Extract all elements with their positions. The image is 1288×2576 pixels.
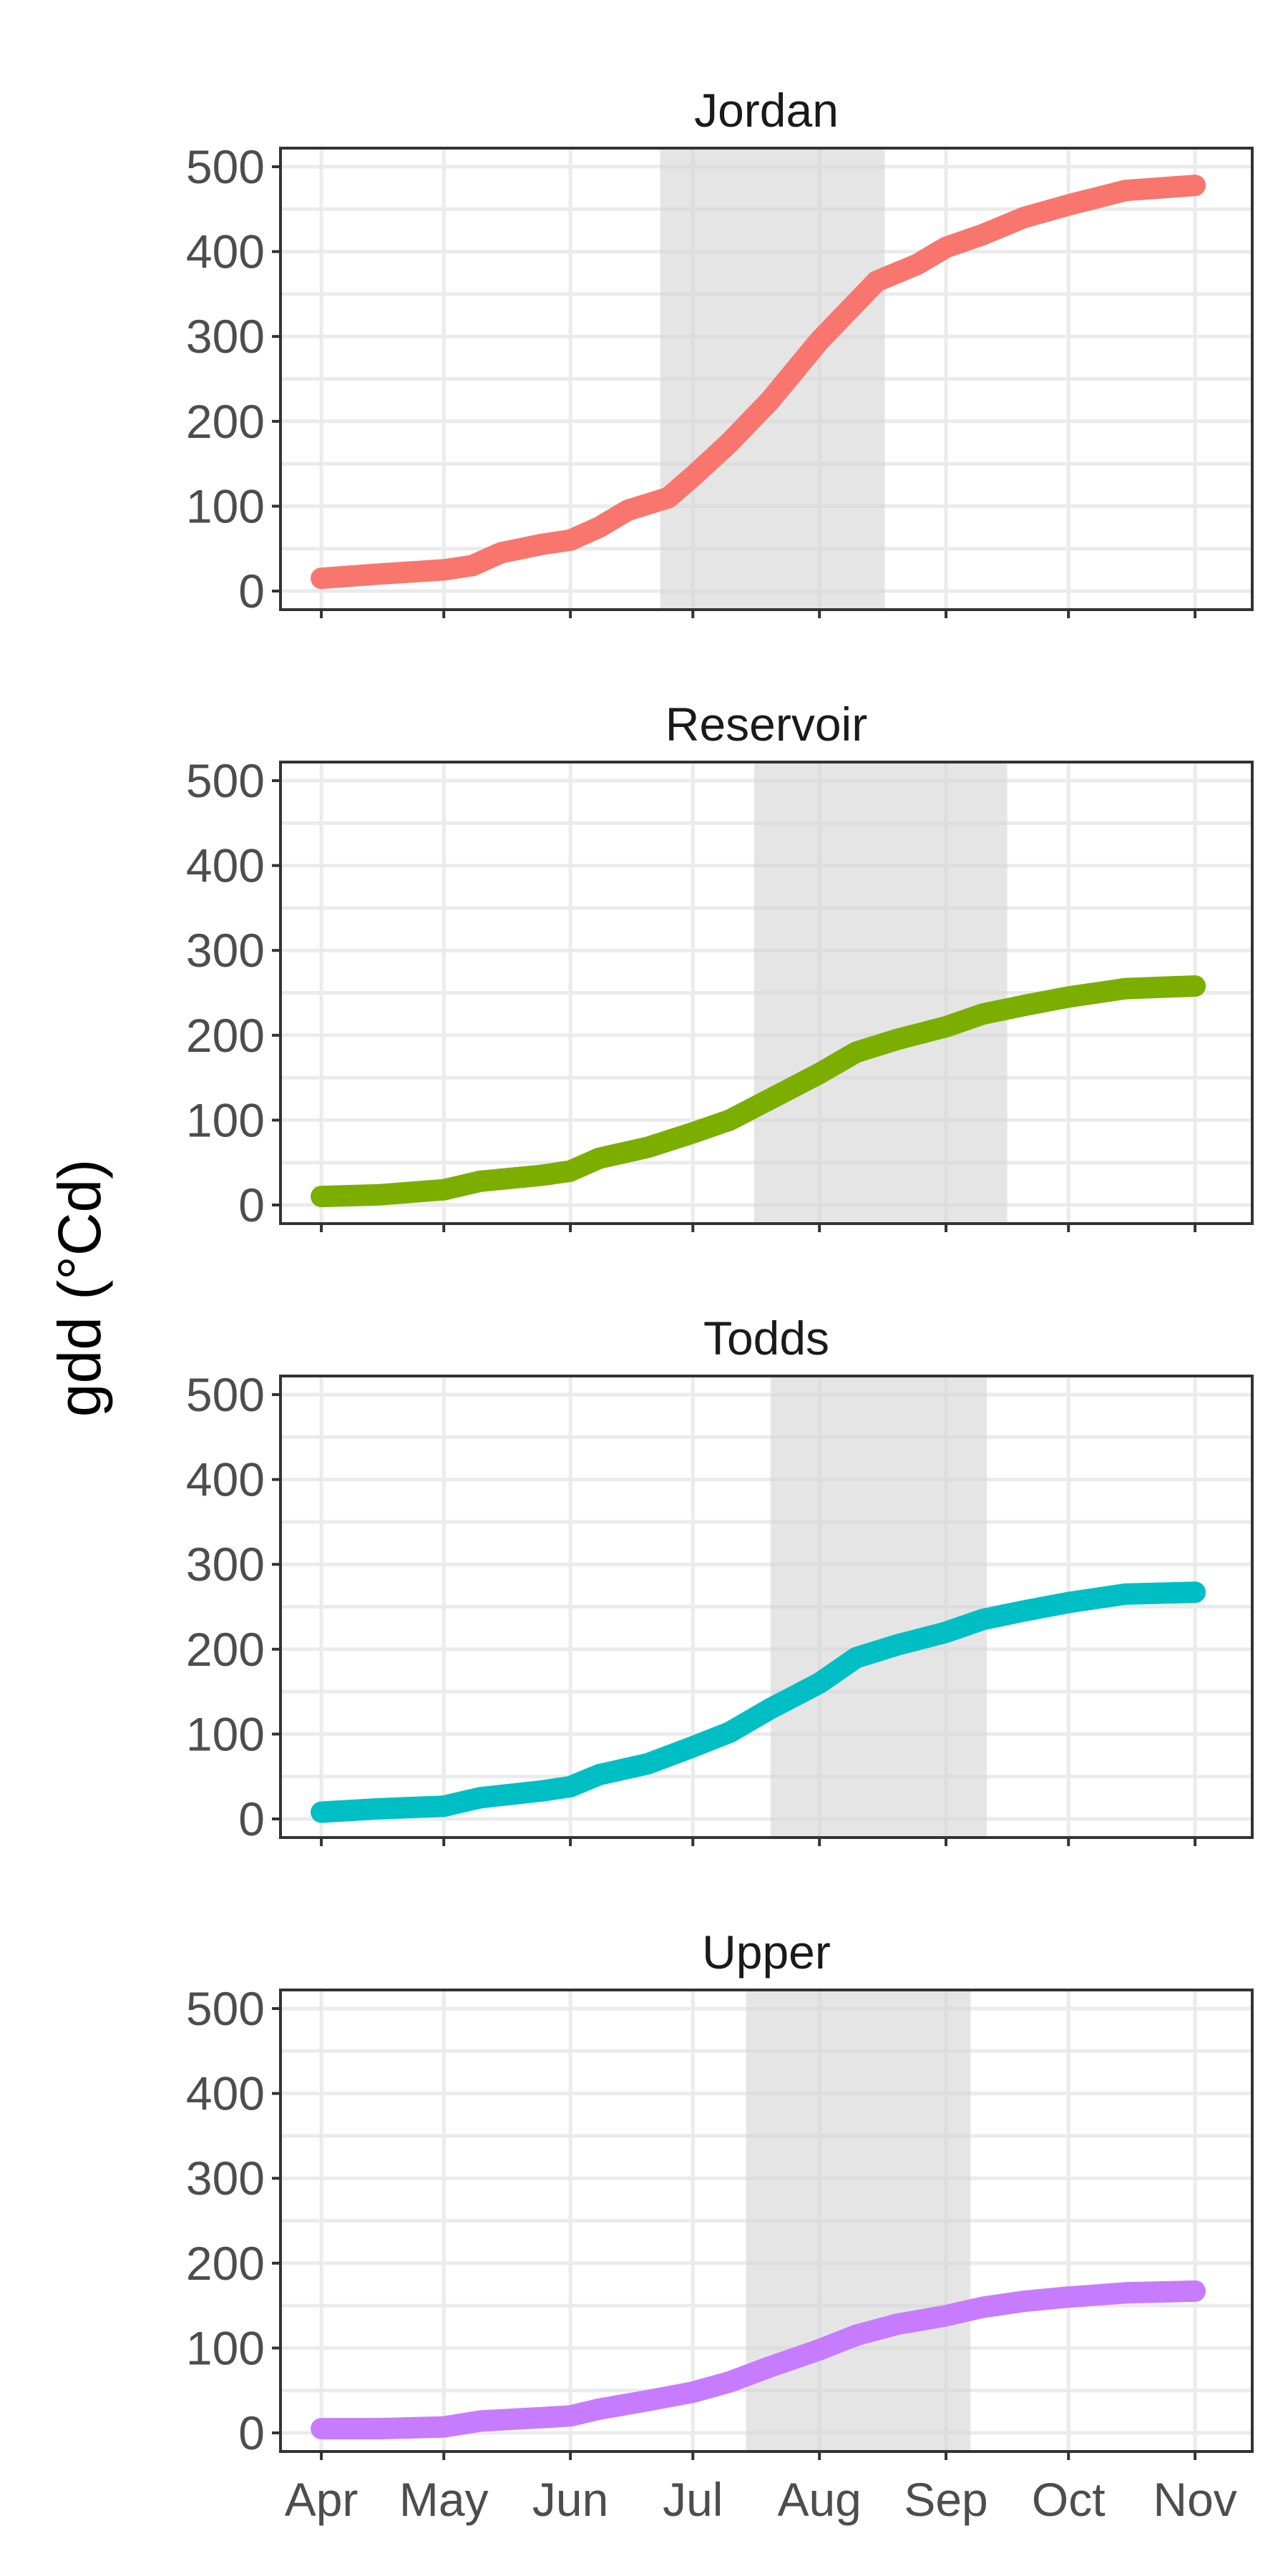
facet-title: Todds <box>703 1312 829 1365</box>
y-tick-label: 400 <box>186 839 265 892</box>
shaded-period <box>660 148 885 610</box>
x-tick-label: Sep <box>904 2473 987 2526</box>
y-tick-label: 300 <box>186 310 265 363</box>
facet-title: Reservoir <box>665 698 867 751</box>
x-tick-label: Aug <box>777 2473 861 2526</box>
series-line-jordan <box>311 175 1206 590</box>
facet-panels: Jordan 0 100 200 300 400 500 Reservoir 0 100 200 30… <box>186 84 1254 2526</box>
y-tick-label: 0 <box>238 2406 265 2459</box>
x-tick-label: Apr <box>285 2473 358 2526</box>
x-tick-label: Nov <box>1153 2473 1236 2526</box>
y-tick-label: 200 <box>186 1009 265 1062</box>
y-tick-label: 200 <box>186 1623 265 1676</box>
facet-title: Upper <box>702 1926 831 1979</box>
shaded-period <box>753 762 1008 1224</box>
panel-border <box>279 761 1254 1225</box>
y-tick-label: 100 <box>186 1093 265 1146</box>
y-tick-label: 300 <box>186 924 265 977</box>
x-tick-label: May <box>399 2473 489 2526</box>
facet-panel-todds: Todds 0 100 200 300 400 500 <box>186 1312 1254 1846</box>
facet-panel-upper: Upper 0 100 200 300 400 500 Apr May Jun Jul Aug Sep O… <box>186 1926 1254 2526</box>
y-tick-label: 0 <box>238 1179 265 1231</box>
y-tick-label: 400 <box>186 2067 265 2120</box>
y-tick-label: 400 <box>186 225 265 278</box>
panel-border <box>279 147 1254 611</box>
y-tick-label: 500 <box>186 1982 265 2035</box>
panel-border <box>279 1989 1254 2453</box>
y-tick-label: 200 <box>186 2237 265 2290</box>
shaded-period <box>746 1990 971 2451</box>
facet-panel-jordan: Jordan 0 100 200 300 400 500 <box>186 84 1254 618</box>
x-tick-label: Oct <box>1032 2473 1106 2526</box>
y-tick-label: 500 <box>186 754 265 807</box>
facet-title: Jordan <box>694 84 839 137</box>
y-tick-label: 100 <box>186 2321 265 2374</box>
y-tick-label: 100 <box>186 1707 265 1760</box>
y-axis-title: gdd (°Cd) <box>46 1159 113 1417</box>
y-tick-label: 300 <box>186 2152 265 2205</box>
y-tick-label: 0 <box>238 565 265 618</box>
series-line-todds <box>311 1581 1206 1823</box>
series-line-reservoir <box>311 975 1206 1208</box>
y-tick-label: 500 <box>186 140 265 193</box>
panel-border <box>279 1375 1254 1839</box>
y-tick-label: 400 <box>186 1453 265 1506</box>
shaded-period <box>770 1376 987 1838</box>
y-tick-label: 500 <box>186 1368 265 1421</box>
facet-panel-reservoir: Reservoir 0 100 200 300 400 500 <box>186 698 1254 1232</box>
series-line-upper <box>311 2280 1206 2440</box>
y-tick-label: 0 <box>238 1792 265 1845</box>
y-tick-label: 200 <box>186 395 265 448</box>
x-tick-label: Jun <box>532 2473 608 2526</box>
x-tick-label: Jul <box>663 2473 723 2526</box>
y-tick-label: 100 <box>186 479 265 532</box>
y-tick-label: 300 <box>186 1538 265 1591</box>
